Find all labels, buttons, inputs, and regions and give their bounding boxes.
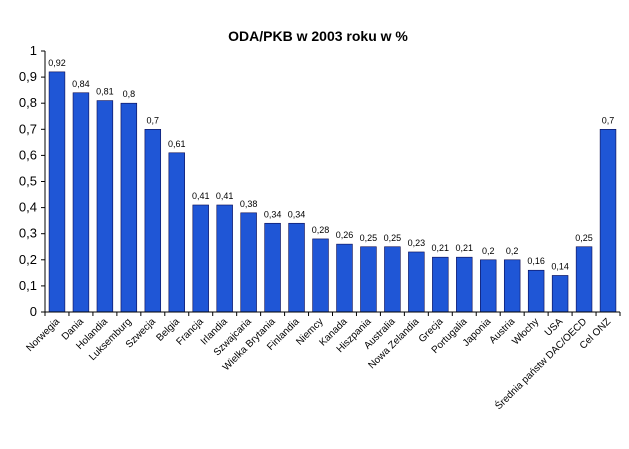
bar — [288, 222, 305, 313]
bar — [144, 129, 162, 313]
data-label: 0,84 — [72, 79, 90, 89]
bar — [120, 102, 138, 313]
x-axis: NorwegiaDaniaHolandiaLuksemburgSzwecjaBe… — [24, 311, 621, 412]
x-tick-label: Norwegia — [24, 316, 62, 354]
bar — [336, 243, 353, 313]
data-label: 0,41 — [216, 191, 234, 201]
x-tick-label: Włochy — [510, 316, 541, 347]
data-label: 0,21 — [456, 243, 474, 253]
chart-title: ODA/PKB w 2003 roku w % — [228, 28, 408, 44]
bar — [408, 251, 425, 313]
bar — [432, 256, 449, 313]
bar — [264, 222, 281, 313]
data-label: 0,7 — [602, 115, 615, 125]
data-label: 0,28 — [312, 225, 330, 235]
y-tick-label: 0,5 — [19, 174, 37, 189]
bar — [575, 246, 593, 313]
bar — [599, 129, 617, 313]
bar — [240, 212, 257, 313]
data-label: 0,34 — [288, 209, 306, 219]
bar — [72, 92, 90, 313]
data-label: 0,14 — [551, 261, 569, 271]
y-axis: 0 0,1 0,2 0,3 0,4 0,5 0,6 0,7 0,8 0,9 1 — [19, 43, 46, 319]
data-label: 0,34 — [264, 209, 282, 219]
bar — [48, 71, 66, 313]
y-tick-label: 0,7 — [19, 121, 37, 136]
data-label: 0,38 — [240, 199, 258, 209]
bar — [192, 204, 209, 313]
data-label: 0,41 — [192, 191, 210, 201]
y-tick-label: 0,2 — [19, 252, 37, 267]
data-label: 0,7 — [147, 115, 160, 125]
y-tick-label: 0,6 — [19, 147, 37, 162]
data-label: 0,25 — [384, 233, 402, 243]
y-tick-label: 0,4 — [19, 200, 37, 215]
data-label: 0,25 — [360, 233, 378, 243]
data-label: 0,26 — [336, 230, 354, 240]
data-label: 0,25 — [575, 233, 593, 243]
y-tick-label: 0,3 — [19, 226, 37, 241]
bar — [360, 246, 377, 313]
bar — [216, 204, 233, 313]
bar — [456, 256, 473, 313]
y-tick-label: 0 — [30, 304, 37, 319]
bar — [503, 259, 521, 313]
bar — [551, 275, 569, 313]
bar — [480, 259, 497, 313]
y-tick-label: 0,9 — [19, 69, 37, 84]
bar — [527, 269, 545, 313]
y-tick-label: 0,8 — [19, 95, 37, 110]
y-tick-label: 1 — [30, 43, 37, 58]
bar — [312, 238, 329, 313]
data-label: 0,2 — [482, 246, 495, 256]
data-label: 0,23 — [408, 238, 426, 248]
data-label: 0,92 — [48, 58, 66, 68]
bar — [168, 152, 185, 313]
data-label: 0,81 — [96, 87, 114, 97]
data-label: 0,61 — [168, 139, 186, 149]
data-label: 0,21 — [432, 243, 450, 253]
data-label: 0,8 — [123, 89, 136, 99]
bars-group — [48, 71, 617, 313]
data-labels-group: 0,92 0,84 0,81 0,8 0,7 0,61 0,41 0,41 0,38 0,34 0,… — [48, 58, 614, 272]
bar — [384, 246, 401, 313]
data-label: 0,16 — [527, 256, 545, 266]
data-label: 0,2 — [506, 246, 519, 256]
y-tick-label: 0,1 — [19, 278, 37, 293]
bar — [96, 100, 114, 313]
